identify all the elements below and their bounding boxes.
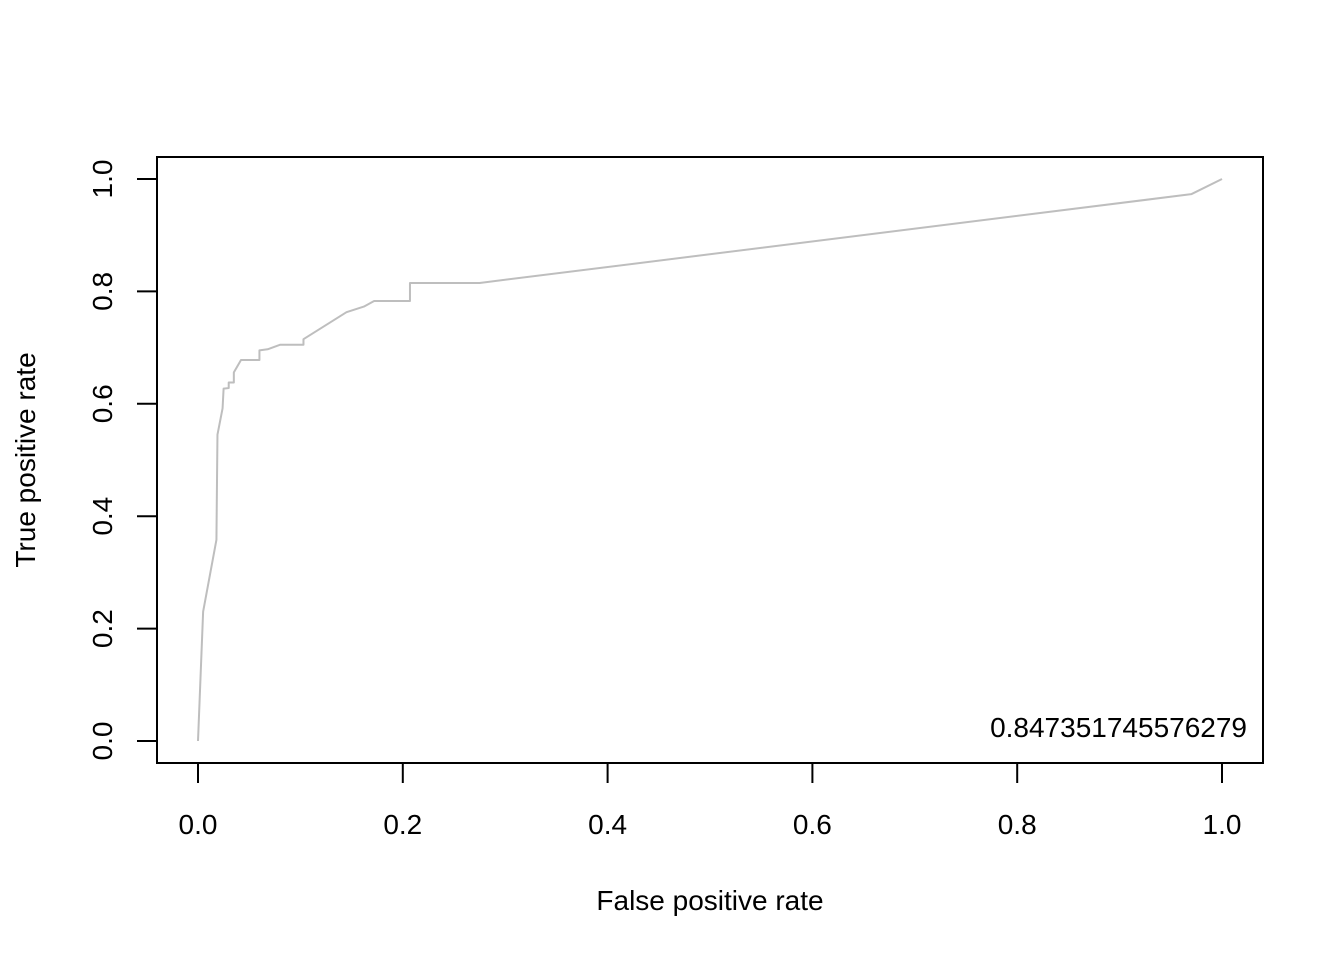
y-tick-label: 0.8 <box>87 272 118 311</box>
y-tick-label: 1.0 <box>87 160 118 199</box>
roc-curve-line <box>197 178 1223 742</box>
y-tick-label: 0.6 <box>87 384 118 423</box>
x-tick-label: 0.0 <box>179 809 218 840</box>
plot-box <box>156 156 1264 764</box>
x-axis-title: False positive rate <box>596 885 823 916</box>
x-tick-label: 1.0 <box>1203 809 1242 840</box>
y-tick-label: 0.4 <box>87 497 118 536</box>
auc-annotation: 0.847351745576279 <box>990 712 1247 743</box>
x-tick-label: 0.6 <box>793 809 832 840</box>
x-tick-label: 0.8 <box>998 809 1037 840</box>
y-axis-title: True positive rate <box>10 352 41 567</box>
x-tick-label: 0.2 <box>383 809 422 840</box>
y-tick-label: 0.0 <box>87 722 118 761</box>
series-layer <box>197 178 1223 742</box>
y-axis: 0.0 0.2 0.4 0.6 0.8 1.0 <box>87 160 158 761</box>
y-tick-label: 0.2 <box>87 609 118 648</box>
x-axis: 0.0 0.2 0.4 0.6 0.8 1.0 <box>179 762 1242 840</box>
x-tick-label: 0.4 <box>588 809 627 840</box>
